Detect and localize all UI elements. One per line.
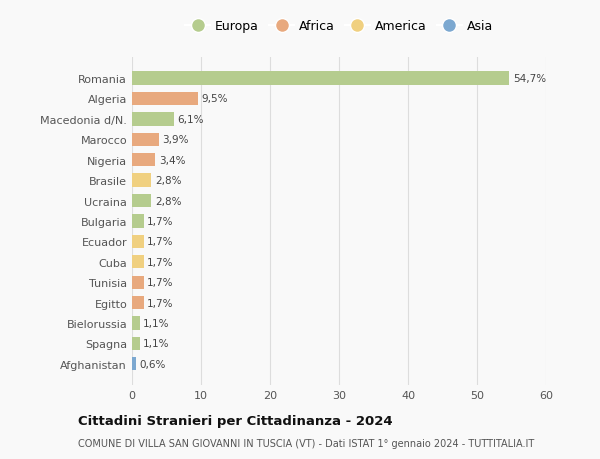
Bar <box>132 72 509 85</box>
Text: 0,6%: 0,6% <box>140 359 166 369</box>
Text: 54,7%: 54,7% <box>513 74 546 84</box>
Text: 1,7%: 1,7% <box>147 298 173 308</box>
Bar <box>132 235 144 248</box>
Bar <box>132 317 140 330</box>
Text: 1,7%: 1,7% <box>147 217 173 226</box>
Bar <box>132 297 144 309</box>
Bar <box>132 276 144 289</box>
Text: 6,1%: 6,1% <box>178 115 204 125</box>
Text: 2,8%: 2,8% <box>155 176 181 186</box>
Bar <box>132 256 144 269</box>
Bar <box>132 215 144 228</box>
Text: 1,1%: 1,1% <box>143 318 170 328</box>
Text: 3,9%: 3,9% <box>163 135 189 145</box>
Bar <box>132 134 159 146</box>
Text: 1,7%: 1,7% <box>147 257 173 267</box>
Legend: Europa, Africa, America, Asia: Europa, Africa, America, Asia <box>182 17 496 36</box>
Bar <box>132 113 174 126</box>
Bar <box>132 174 151 187</box>
Text: 3,4%: 3,4% <box>159 156 185 165</box>
Text: COMUNE DI VILLA SAN GIOVANNI IN TUSCIA (VT) - Dati ISTAT 1° gennaio 2024 - TUTTI: COMUNE DI VILLA SAN GIOVANNI IN TUSCIA (… <box>78 438 534 448</box>
Bar <box>132 337 140 350</box>
Text: Cittadini Stranieri per Cittadinanza - 2024: Cittadini Stranieri per Cittadinanza - 2… <box>78 414 392 428</box>
Bar <box>132 93 197 106</box>
Text: 9,5%: 9,5% <box>201 94 227 104</box>
Bar <box>132 195 151 208</box>
Text: 1,7%: 1,7% <box>147 278 173 287</box>
Text: 1,7%: 1,7% <box>147 237 173 247</box>
Text: 2,8%: 2,8% <box>155 196 181 206</box>
Bar <box>132 358 136 370</box>
Bar <box>132 154 155 167</box>
Text: 1,1%: 1,1% <box>143 339 170 349</box>
